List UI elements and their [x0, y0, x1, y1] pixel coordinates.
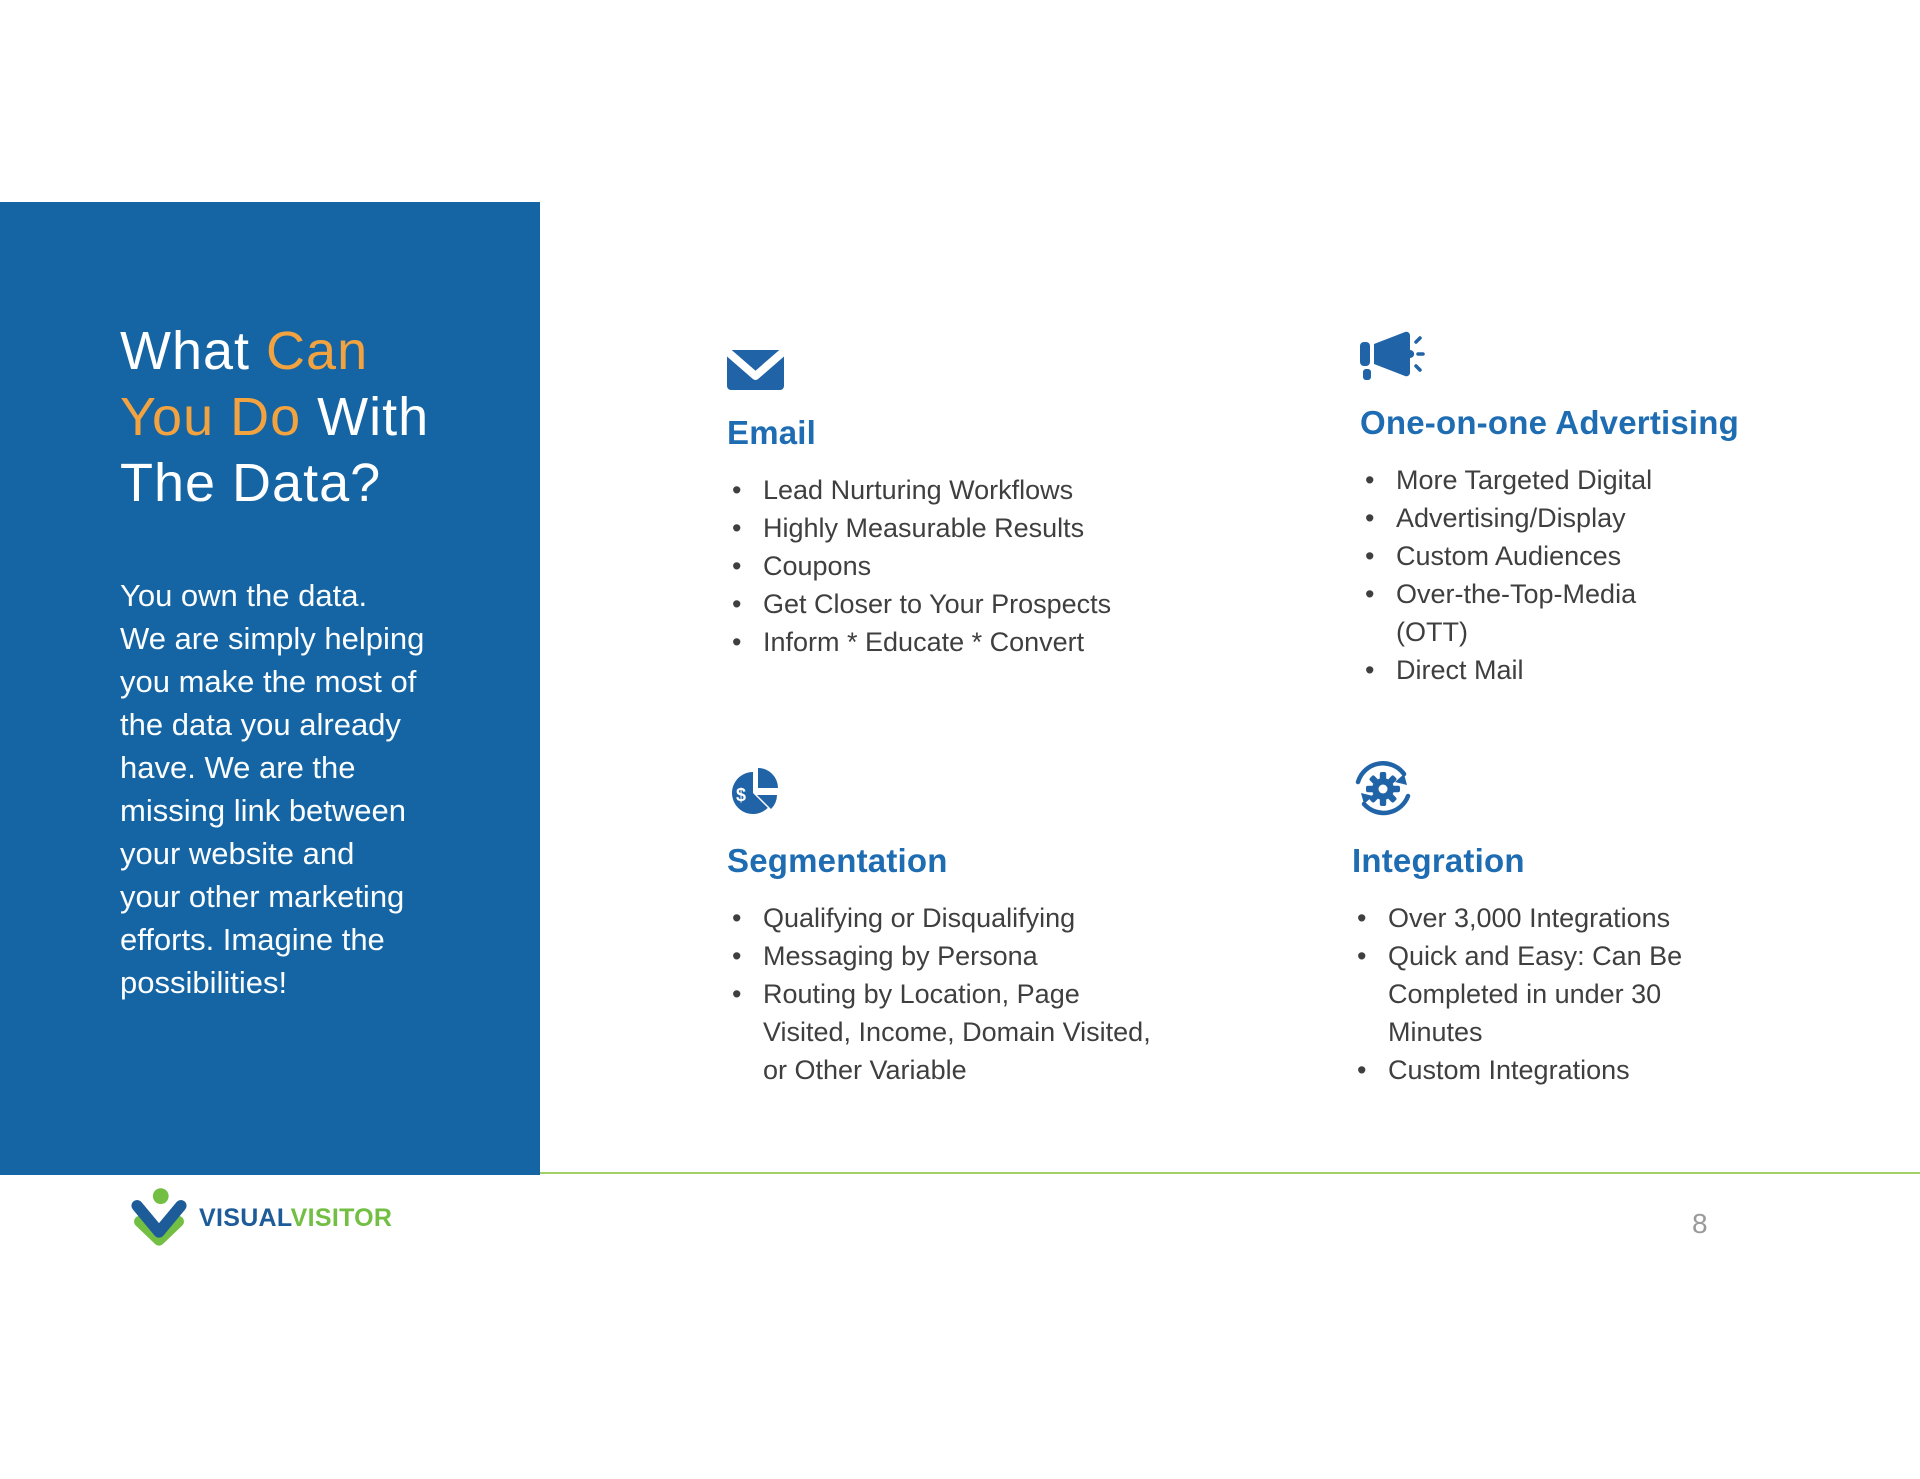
section-title-segmentation: Segmentation — [727, 842, 948, 879]
slide-title: What Can You Do With The Data? — [120, 318, 429, 516]
section-title-advertising: One-on-one Advertising — [1360, 404, 1740, 441]
sync-gear-icon-svg — [1355, 761, 1411, 816]
section-integration: Integration Over 3,000 IntegrationsQuick… — [1352, 758, 1782, 1089]
footer-divider-line — [540, 1172, 1920, 1174]
bullet-list-integration: Over 3,000 IntegrationsQuick and Easy: C… — [1352, 899, 1782, 1089]
svg-text:$: $ — [736, 785, 746, 805]
bullet-item: Coupons — [727, 547, 1207, 585]
title-segment-orange-1: Can — [266, 321, 369, 381]
bullet-list-advertising: More Targeted DigitalAdvertising/Display… — [1360, 461, 1790, 689]
section-segmentation: $ Segmentation Qualifying or Disqualifyi… — [727, 758, 1207, 1089]
visualvisitor-logo: VISUALVISITOR — [131, 1186, 392, 1250]
megaphone-icon — [1360, 320, 1790, 380]
visualvisitor-logo-mark-icon — [131, 1188, 187, 1246]
title-segment-white-2: With — [301, 387, 430, 447]
bullet-item: Advertising/Display — [1360, 499, 1790, 537]
bullet-item: Inform * Educate * Convert — [727, 623, 1207, 661]
section-title-email: Email — [727, 414, 817, 451]
title-segment-white-3: The Data? — [120, 453, 382, 513]
logo-text-visitor: VISITOR — [290, 1203, 393, 1232]
bullet-list-segmentation: Qualifying or DisqualifyingMessaging by … — [727, 899, 1207, 1089]
visualvisitor-logo-text: VISUALVISITOR — [199, 1204, 392, 1233]
bullet-item: Get Closer to Your Prospects — [727, 585, 1207, 623]
title-segment-orange-2: You Do — [120, 387, 302, 447]
bullet-item: Custom Audiences — [1360, 537, 1790, 575]
bullet-item: Over-the-Top-Media (OTT) — [1360, 575, 1790, 651]
logo-text-visual: VISUAL — [199, 1203, 291, 1232]
envelope-icon — [727, 330, 1207, 390]
bullet-item: Qualifying or Disqualifying — [727, 899, 1207, 937]
bullet-item: More Targeted Digital — [1360, 461, 1790, 499]
left-blue-panel: What Can You Do With The Data? You own the… — [0, 202, 540, 1175]
section-email: Email Lead Nurturing WorkflowsHighly Mea… — [727, 330, 1207, 661]
envelope-icon-svg — [727, 350, 784, 390]
title-segment-white-1: What — [120, 321, 267, 381]
section-advertising: One-on-one Advertising More Targeted Dig… — [1360, 320, 1790, 689]
pie-chart-dollar-icon: $ — [727, 758, 1207, 818]
panel-paragraph: You own the data. We are simply helping … — [120, 578, 425, 1000]
bullet-item: Quick and Easy: Can Be Completed in unde… — [1352, 937, 1782, 1051]
bullet-list-email: Lead Nurturing WorkflowsHighly Measurabl… — [727, 471, 1207, 661]
bullet-item: Custom Integrations — [1352, 1051, 1782, 1089]
megaphone-icon-svg — [1360, 331, 1425, 380]
pie-chart-dollar-icon-svg: $ — [732, 768, 778, 814]
sync-gear-icon — [1352, 758, 1782, 818]
bullet-item: Highly Measurable Results — [727, 509, 1207, 547]
bullet-item: Lead Nurturing Workflows — [727, 471, 1207, 509]
section-title-integration: Integration — [1352, 842, 1525, 879]
bullet-item: Messaging by Persona — [727, 937, 1207, 975]
bullet-item: Direct Mail — [1360, 651, 1790, 689]
page-number: 8 — [1692, 1208, 1708, 1239]
bullet-item: Over 3,000 Integrations — [1352, 899, 1782, 937]
bullet-item: Routing by Location, Page Visited, Incom… — [727, 975, 1207, 1089]
